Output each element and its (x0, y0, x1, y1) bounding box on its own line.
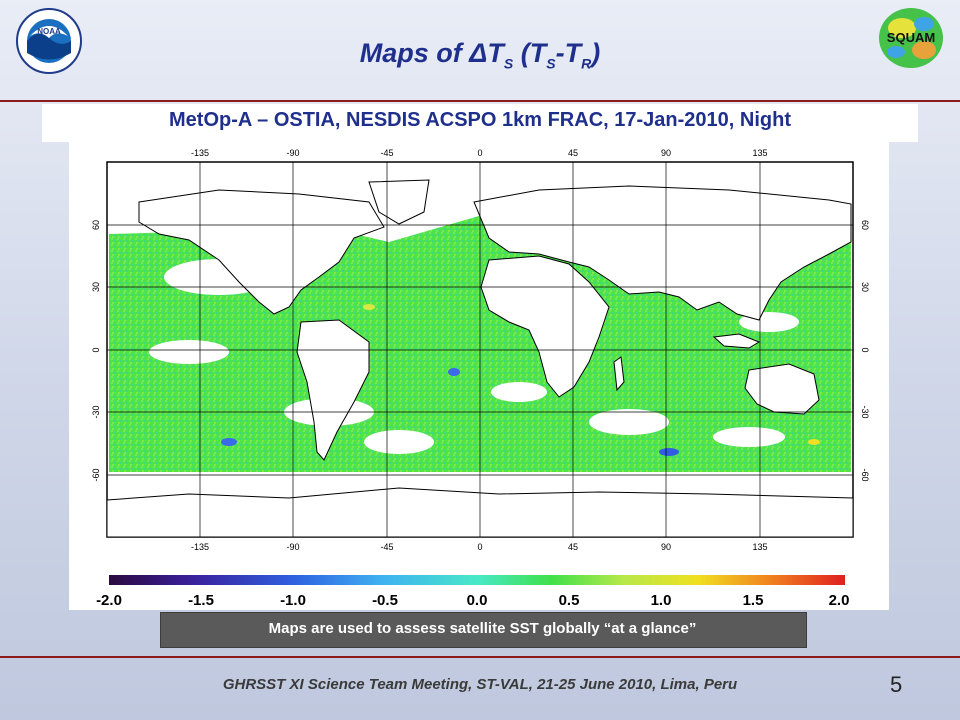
lat-tick: 30 (91, 282, 101, 292)
squam-logo: SQUAM (879, 8, 943, 68)
lat-ticks-left: 60 30 0 -30 -60 (91, 220, 101, 482)
colorbar-tick: 1.5 (743, 592, 764, 609)
lat-ticks-right: 60 30 0 -30 -60 (860, 220, 870, 482)
caption-box (160, 612, 807, 648)
page-number: 5 (890, 672, 903, 697)
map-subtitle: MetOp-A – OSTIA, NESDIS ACSPO 1km FRAC, … (169, 109, 791, 131)
lon-tick: 45 (568, 148, 578, 158)
lon-tick: -45 (380, 148, 393, 158)
lon-tick: 90 (661, 542, 671, 552)
footer: GHRSST XI Science Team Meeting, ST-VAL, … (222, 676, 738, 693)
lon-tick: 135 (752, 542, 767, 552)
caption: Maps are used to assess satellite SST gl… (268, 620, 697, 637)
lat-tick: -60 (860, 468, 870, 481)
colorbar-tick: 0.0 (467, 592, 488, 609)
subtitle-band (42, 104, 918, 142)
colorbar (109, 575, 845, 585)
svg-text:SQUAM: SQUAM (887, 30, 935, 45)
lon-tick: 0 (477, 148, 482, 158)
graticule (107, 162, 853, 537)
lat-tick: 30 (860, 282, 870, 292)
lon-ticks-bottom: -135 -90 -45 0 45 90 135 (191, 542, 768, 552)
lon-tick: -135 (191, 148, 209, 158)
bottom-divider (0, 656, 960, 658)
colorbar-tick: 2.0 (829, 592, 850, 609)
lon-tick: -90 (286, 148, 299, 158)
colorbar-tick: -0.5 (372, 592, 398, 609)
lat-tick: 0 (91, 347, 101, 352)
lat-tick: 0 (860, 347, 870, 352)
colorbar-tick: -1.0 (280, 592, 306, 609)
lat-tick: -60 (91, 468, 101, 481)
colorbar-tick: 0.5 (559, 592, 580, 609)
global-sst-map: -135 -90 -45 0 45 90 135 -135 -90 -45 0 … (91, 148, 870, 609)
svg-text:NOAA: NOAA (37, 27, 61, 36)
lat-tick: -30 (860, 405, 870, 418)
colorbar-tick: -1.5 (188, 592, 214, 609)
lon-tick: -90 (286, 542, 299, 552)
colorbar-tick: 1.0 (651, 592, 672, 609)
lon-tick: 90 (661, 148, 671, 158)
lon-tick: -135 (191, 542, 209, 552)
colorbar-labels: -2.0 -1.5 -1.0 -0.5 0.0 0.5 1.0 1.5 2.0 (96, 592, 849, 609)
colorbar-tick: -2.0 (96, 592, 122, 609)
lat-tick: 60 (91, 220, 101, 230)
lon-tick: 135 (752, 148, 767, 158)
slide-title: Maps of ΔTS (TS-TR) (359, 38, 601, 72)
lon-ticks-top: -135 -90 -45 0 45 90 135 (191, 148, 768, 158)
lon-tick: 45 (568, 542, 578, 552)
top-divider (0, 100, 960, 102)
lon-tick: 0 (477, 542, 482, 552)
lon-tick: -45 (380, 542, 393, 552)
lat-tick: -30 (91, 405, 101, 418)
lat-tick: 60 (860, 220, 870, 230)
noaa-logo: NOAA (16, 8, 82, 74)
